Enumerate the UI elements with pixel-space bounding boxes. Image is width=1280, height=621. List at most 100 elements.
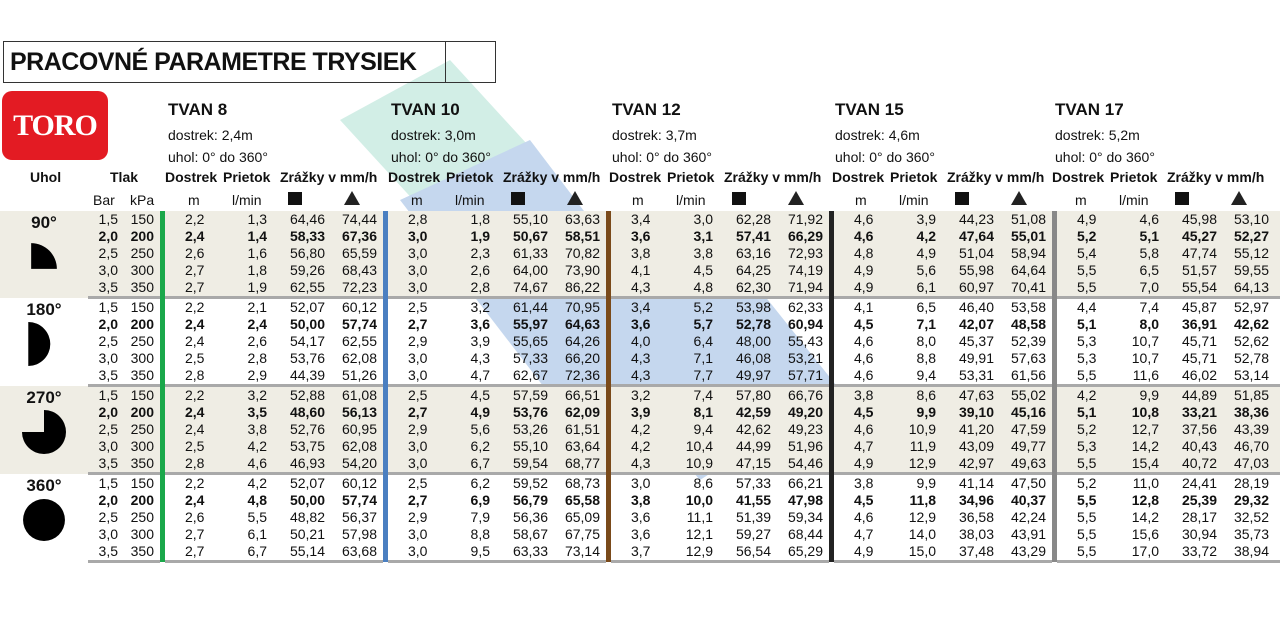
dostrek-value: 5,1	[1057, 404, 1105, 421]
dostrek-header: Dostrek	[832, 169, 885, 185]
dostrek-value: 2,6	[185, 509, 205, 525]
bar-value: 2,5	[98, 333, 118, 349]
kpa-value: 150	[130, 475, 154, 491]
dostrek-header: Dostrek	[1052, 169, 1105, 185]
row-end	[1275, 279, 1280, 299]
page-title: PRACOVNÉ PARAMETRE TRYSIEK	[10, 48, 417, 76]
dostrek-value: 3,0	[388, 279, 436, 299]
square-rate-value: 50,67	[496, 228, 554, 245]
nozzle-separator	[829, 421, 834, 438]
triangle-rate-value: 60,12	[341, 475, 377, 491]
kpa-value: 150	[124, 385, 160, 404]
square-rate-value: 58,67	[512, 526, 548, 542]
table-row: 180° 1,5 150 2,2 2,1 52,07 60,12 2,5 3,2 61,44 70…	[0, 297, 1280, 366]
nozzle-separator	[160, 473, 165, 492]
nozzle-separator	[606, 385, 611, 404]
bar-value: 3,0	[88, 438, 124, 455]
triangle-rate-value: 62,09	[554, 404, 606, 421]
square-rate-value: 45,87	[1181, 299, 1217, 315]
prietok-value: 9,4	[882, 367, 942, 387]
kpa-value: 350	[124, 279, 160, 299]
nozzle-separator	[383, 385, 388, 404]
nozzle-range: dostrek: 3,7m	[612, 127, 697, 143]
nozzle-separator	[829, 509, 834, 526]
prietok-value: 10,7	[1131, 350, 1159, 366]
triangle-rate-value: 48,58	[1010, 316, 1046, 332]
square-icon	[511, 192, 525, 205]
nozzle-header: TVAN 8 dostrek: 2,4m uhol: 0° do 360°	[168, 100, 388, 168]
square-rate-value: 64,25	[719, 262, 777, 279]
row-end	[1275, 245, 1280, 262]
nozzle-separator	[606, 438, 611, 455]
prietok-value: 4,9	[436, 404, 496, 421]
dostrek-value: 4,5	[854, 316, 874, 332]
square-rate-value: 55,98	[942, 262, 1000, 279]
three-quarter-circle-icon	[22, 409, 66, 454]
prietok-value: 3,1	[659, 228, 719, 245]
angle-cell: 180°	[0, 298, 88, 386]
prietok-value: 5,7	[693, 316, 713, 332]
square-rate-value: 55,14	[273, 543, 331, 563]
triangle-rate-value: 51,85	[1223, 385, 1275, 404]
square-rate-value: 56,54	[719, 543, 777, 563]
nozzle-angle: uhol: 0° do 360°	[612, 149, 712, 165]
nozzle-separator	[829, 333, 834, 350]
prietok-value: 14,2	[1131, 509, 1159, 525]
kpa-value: 250	[130, 509, 154, 525]
prietok-value: 6,2	[436, 438, 496, 455]
nozzle-separator	[606, 262, 611, 279]
square-rate-value: 55,10	[496, 211, 554, 228]
nozzle-angle: uhol: 0° do 360°	[391, 149, 491, 165]
prietok-value: 5,1	[1105, 228, 1165, 245]
triangle-rate-value: 29,32	[1233, 492, 1269, 508]
prietok-value: 2,9	[213, 367, 273, 387]
square-rate-value: 50,21	[289, 526, 325, 542]
lmin-unit: l/min	[232, 192, 262, 208]
dostrek-value: 4,3	[611, 455, 659, 475]
nozzle-separator	[1052, 492, 1057, 509]
nozzle-name: TVAN 15	[835, 100, 904, 119]
square-rate-value: 57,80	[719, 385, 777, 404]
square-rate-value: 60,97	[942, 279, 1000, 299]
nozzle-separator	[160, 526, 165, 543]
dostrek-value: 4,6	[834, 367, 882, 387]
dostrek-value: 2,7	[408, 316, 428, 332]
nozzle-header: TVAN 10 dostrek: 3,0m uhol: 0° do 360°	[391, 100, 611, 168]
prietok-value: 5,2	[693, 299, 713, 315]
triangle-rate-value: 43,29	[1000, 543, 1052, 563]
zrazky-header: Zrážky v mm/h	[1167, 169, 1265, 185]
dostrek-value: 3,4	[611, 211, 659, 228]
dostrek-value: 5,5	[1077, 526, 1097, 542]
dostrek-value: 5,3	[1077, 350, 1097, 366]
row-end	[1275, 543, 1280, 563]
triangle-rate-value: 35,73	[1233, 526, 1269, 542]
triangle-rate-value: 65,29	[777, 543, 829, 563]
triangle-rate-value: 28,19	[1233, 475, 1269, 491]
prietok-value: 1,3	[213, 211, 273, 228]
triangle-rate-value: 51,26	[331, 367, 383, 387]
prietok-value: 9,9	[1105, 385, 1165, 404]
triangle-rate-value: 70,82	[554, 245, 606, 262]
prietok-value: 1,8	[436, 211, 496, 228]
prietok-value: 1,4	[213, 228, 273, 245]
triangle-rate-value: 49,20	[777, 404, 829, 421]
bar-value: 3,5	[88, 455, 124, 475]
triangle-rate-value: 52,62	[1233, 333, 1269, 349]
dostrek-value: 2,9	[408, 509, 428, 525]
nozzle-separator	[383, 367, 388, 386]
prietok-value: 11,1	[686, 509, 713, 525]
table-row: 3,0 300 2,5 4,2 53,75 62,08 3,0 6,2 55,10 63,64 4,…	[0, 438, 1280, 455]
prietok-value: 12,9	[659, 543, 719, 563]
square-rate-value: 59,52	[512, 475, 548, 491]
prietok-value: 12,8	[1131, 492, 1159, 508]
kpa-value: 250	[130, 333, 154, 349]
prietok-value: 8,0	[916, 333, 936, 349]
triangle-rate-value: 65,59	[331, 245, 383, 262]
prietok-value: 7,0	[1105, 279, 1165, 299]
dostrek-value: 3,0	[388, 543, 436, 563]
dostrek-value: 5,4	[1057, 245, 1105, 262]
square-rate-value: 46,08	[735, 350, 771, 366]
dostrek-value: 4,6	[834, 421, 882, 438]
bar-value: 3,5	[88, 543, 124, 563]
prietok-value: 7,1	[693, 350, 713, 366]
